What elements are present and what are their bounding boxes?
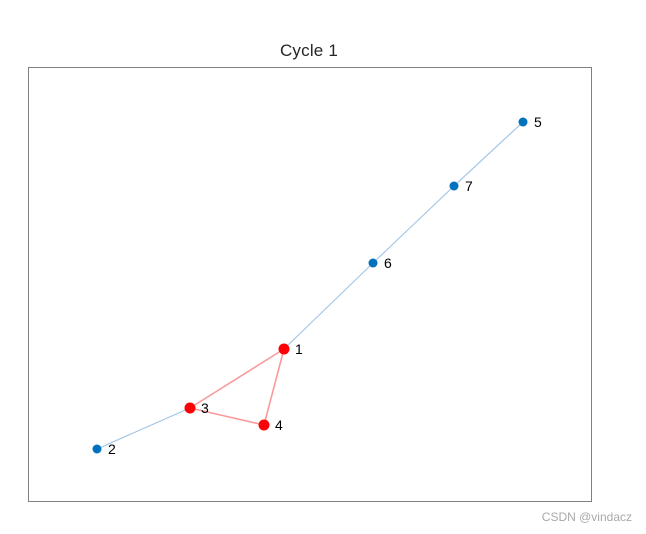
graph-edge-2-3 <box>96 407 191 450</box>
graph-edge-6-7 <box>372 185 455 264</box>
graph-node-3 <box>184 402 196 414</box>
graph-node-6 <box>368 258 378 268</box>
graph-edge-3-1 <box>189 348 285 409</box>
graph-edge-7-5 <box>453 121 524 187</box>
graph-node-label-2: 2 <box>108 441 116 457</box>
graph-edge-3-4 <box>189 407 265 426</box>
graph-node-label-1: 1 <box>295 341 303 357</box>
graph-edge-1-4 <box>263 348 285 426</box>
graph-node-label-7: 7 <box>465 178 473 194</box>
graph-node-5 <box>518 117 528 127</box>
graph-edge-1-6 <box>283 262 374 350</box>
graph-node-2 <box>92 444 102 454</box>
graph-node-7 <box>449 181 459 191</box>
plot-area: 1 2 3 4 5 6 7 <box>28 67 592 502</box>
graph-node-label-4: 4 <box>275 417 283 433</box>
graph-node-1 <box>278 343 290 355</box>
graph-node-label-6: 6 <box>384 255 392 271</box>
chart-title: Cycle 1 <box>279 41 339 60</box>
graph-node-4 <box>258 419 270 431</box>
graph-node-label-3: 3 <box>201 400 209 416</box>
watermark: CSDN @vindacz <box>541 510 632 524</box>
graph-node-label-5: 5 <box>534 114 542 130</box>
